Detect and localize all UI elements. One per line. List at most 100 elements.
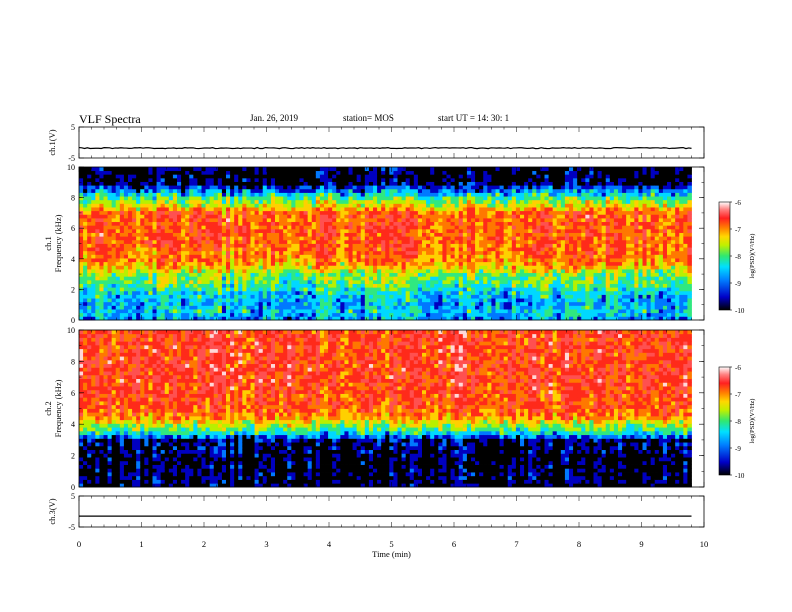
spectrogram-cell [524, 301, 529, 306]
spectrogram-cell [528, 290, 533, 295]
spectrogram-cell [426, 258, 431, 263]
spectrogram-cell [205, 287, 211, 292]
spectrogram-cell [442, 261, 447, 266]
spectrogram-cell [189, 232, 194, 237]
spectrogram-cell [197, 290, 202, 295]
spectrogram-cell [483, 243, 488, 248]
spectrogram-cell [520, 301, 525, 306]
spectrogram-cell [364, 287, 370, 292]
spectrogram-cell [103, 210, 108, 215]
spectrogram-cell [95, 207, 100, 212]
spectrogram-cell [172, 316, 178, 321]
spectrogram-cell [360, 247, 366, 252]
spectrogram-cell [532, 232, 537, 237]
spectrogram-cell [332, 192, 337, 197]
spectrogram-cell [197, 181, 202, 186]
spectrogram-cell [479, 290, 484, 295]
spectrogram-cell [389, 232, 394, 237]
spectrogram-cell [144, 221, 149, 226]
spectrogram-cell [177, 170, 182, 175]
spectrogram-cell [511, 261, 517, 266]
spectrogram-cell [458, 239, 464, 244]
spectrogram-cell [450, 279, 456, 284]
spectrogram-cell [360, 298, 366, 303]
spectrogram-cell [446, 312, 451, 317]
spectrogram-cell [115, 265, 121, 270]
spectrogram-cell [475, 188, 480, 193]
spectrogram-cell [287, 309, 292, 314]
spectrogram-cell [344, 181, 349, 186]
spectrogram-cell [152, 247, 157, 252]
spectrogram-cell [503, 287, 509, 292]
spectrogram-cell [328, 250, 333, 255]
spectrogram-cell [552, 188, 558, 193]
spectrogram-cell [324, 243, 329, 248]
spectrogram-cell [83, 254, 88, 259]
spectrogram-cell [87, 309, 92, 314]
spectrogram-cell [185, 312, 190, 317]
spectrogram-cell [401, 218, 407, 223]
spectrogram-cell [238, 225, 243, 230]
spectrogram-cell [373, 236, 378, 241]
spectrogram-cell [503, 221, 509, 226]
spectrogram-cell [148, 272, 153, 277]
spectrogram-cell [189, 207, 194, 212]
spectrogram-cell [356, 309, 362, 314]
spectrogram-cell [332, 258, 337, 263]
spectrogram-cell [246, 181, 251, 186]
spectrogram-cell [266, 309, 272, 314]
spectrogram-cell [409, 301, 415, 306]
spectrogram-cell [377, 203, 382, 208]
spectrogram-cell [315, 290, 321, 295]
spectrogram-cell [258, 254, 264, 259]
spectrogram-cell [299, 236, 304, 241]
spectrogram-cell [479, 181, 484, 186]
spectrogram-cell [136, 225, 141, 230]
spectrogram-cell [495, 276, 500, 281]
spectrogram-cell [103, 247, 108, 252]
spectrogram-cell [283, 232, 288, 237]
spectrogram-cell [528, 258, 533, 263]
spectrogram-cell [177, 287, 182, 292]
spectrogram-cell [552, 261, 558, 266]
spectrogram-cell [466, 196, 472, 201]
spectrogram-cell [197, 254, 202, 259]
spectrogram-cell [438, 287, 443, 292]
spectrogram-cell [479, 312, 484, 317]
spectrogram-cell [401, 228, 407, 233]
spectrogram-cell [103, 232, 108, 237]
spectrogram-cell [299, 170, 304, 175]
spectrogram-cell [156, 174, 162, 179]
spectrogram-cell [160, 239, 166, 244]
spectrogram-cell [201, 290, 206, 295]
spectrogram-cell [238, 192, 243, 197]
spectrogram-cell [238, 214, 243, 219]
spectrogram-cell [393, 301, 398, 306]
spectrogram-cell [168, 174, 174, 179]
spectrogram-cell [475, 279, 480, 284]
spectrogram-cell [438, 305, 443, 310]
spectrogram-cell [446, 305, 451, 310]
spectrogram-cell [434, 236, 439, 241]
spectrogram-cell [544, 232, 549, 237]
spectrogram-cell [417, 207, 423, 212]
spectrogram-cell [279, 232, 284, 237]
spectrogram-cell [540, 185, 545, 190]
spectrogram-cell [515, 225, 521, 230]
spectrogram-cell [209, 174, 215, 179]
spectrogram-cell [83, 247, 88, 252]
spectrogram-cell [115, 185, 121, 190]
spectrogram-cell [266, 298, 272, 303]
spectrogram-cell [389, 188, 394, 193]
spectrogram-cell [140, 185, 145, 190]
spectrogram-cell [193, 177, 198, 182]
spectrogram-cell [226, 181, 231, 186]
spectrogram-cell [377, 192, 382, 197]
spectrogram-cell [99, 276, 104, 281]
spectrogram-cell [238, 174, 243, 179]
spectrogram-cell [132, 167, 137, 172]
spectrogram-cell [79, 309, 84, 314]
spectrogram-cell [393, 170, 398, 175]
spectrogram-cell [520, 298, 525, 303]
spectrogram-cell [552, 236, 558, 241]
